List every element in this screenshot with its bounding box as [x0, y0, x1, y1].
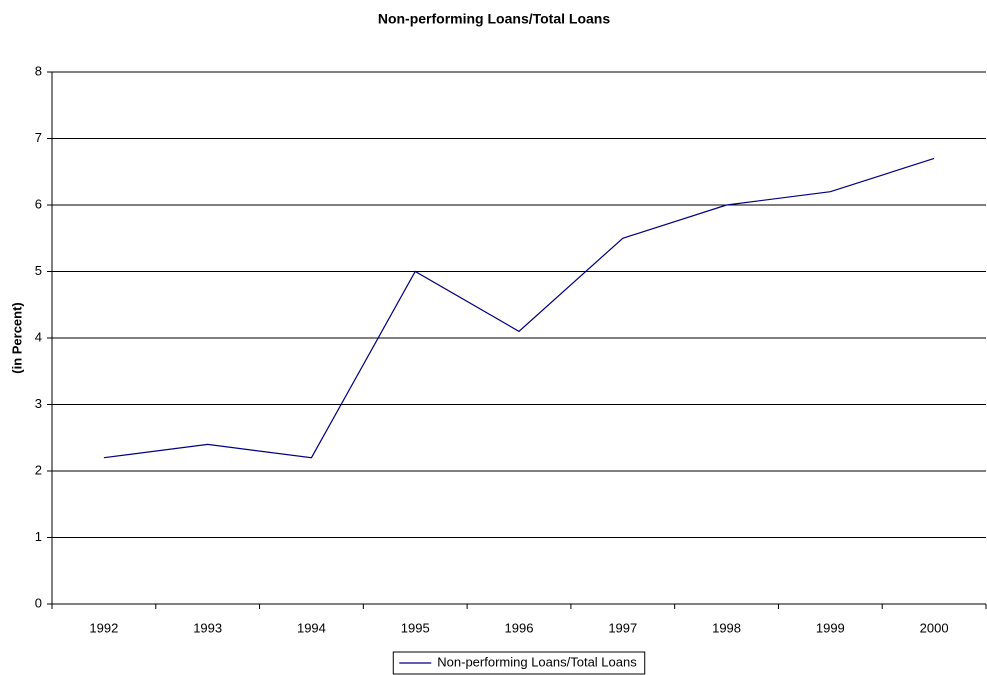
y-tick-label: 5 — [35, 263, 42, 278]
y-tick-label: 4 — [35, 329, 42, 344]
y-tick-label: 2 — [35, 462, 42, 477]
chart-title: Non-performing Loans/Total Loans — [378, 11, 611, 27]
series-line — [103, 157, 935, 459]
x-tick-label: 1998 — [712, 620, 741, 635]
y-tick-label: 6 — [35, 196, 42, 211]
y-tick-label: 3 — [35, 396, 42, 411]
x-tick-label: 1993 — [193, 620, 222, 635]
x-tick-label: 1995 — [401, 620, 430, 635]
x-tick-label: 2000 — [920, 620, 949, 635]
legend-box — [392, 651, 646, 675]
y-tick-label: 0 — [35, 595, 42, 610]
x-tick-label: 1996 — [505, 620, 534, 635]
x-tick-label: 1994 — [297, 620, 326, 635]
y-axis-label: (in Percent) — [9, 302, 24, 374]
y-tick-label: 1 — [35, 529, 42, 544]
y-tick-label: 8 — [35, 63, 42, 78]
x-tick-label: 1992 — [89, 620, 118, 635]
x-tick-label: 1997 — [608, 620, 637, 635]
x-tick-label: 1999 — [816, 620, 845, 635]
y-tick-label: 7 — [35, 130, 42, 145]
legend-label: Non-performing Loans/Total Loans — [437, 654, 637, 669]
